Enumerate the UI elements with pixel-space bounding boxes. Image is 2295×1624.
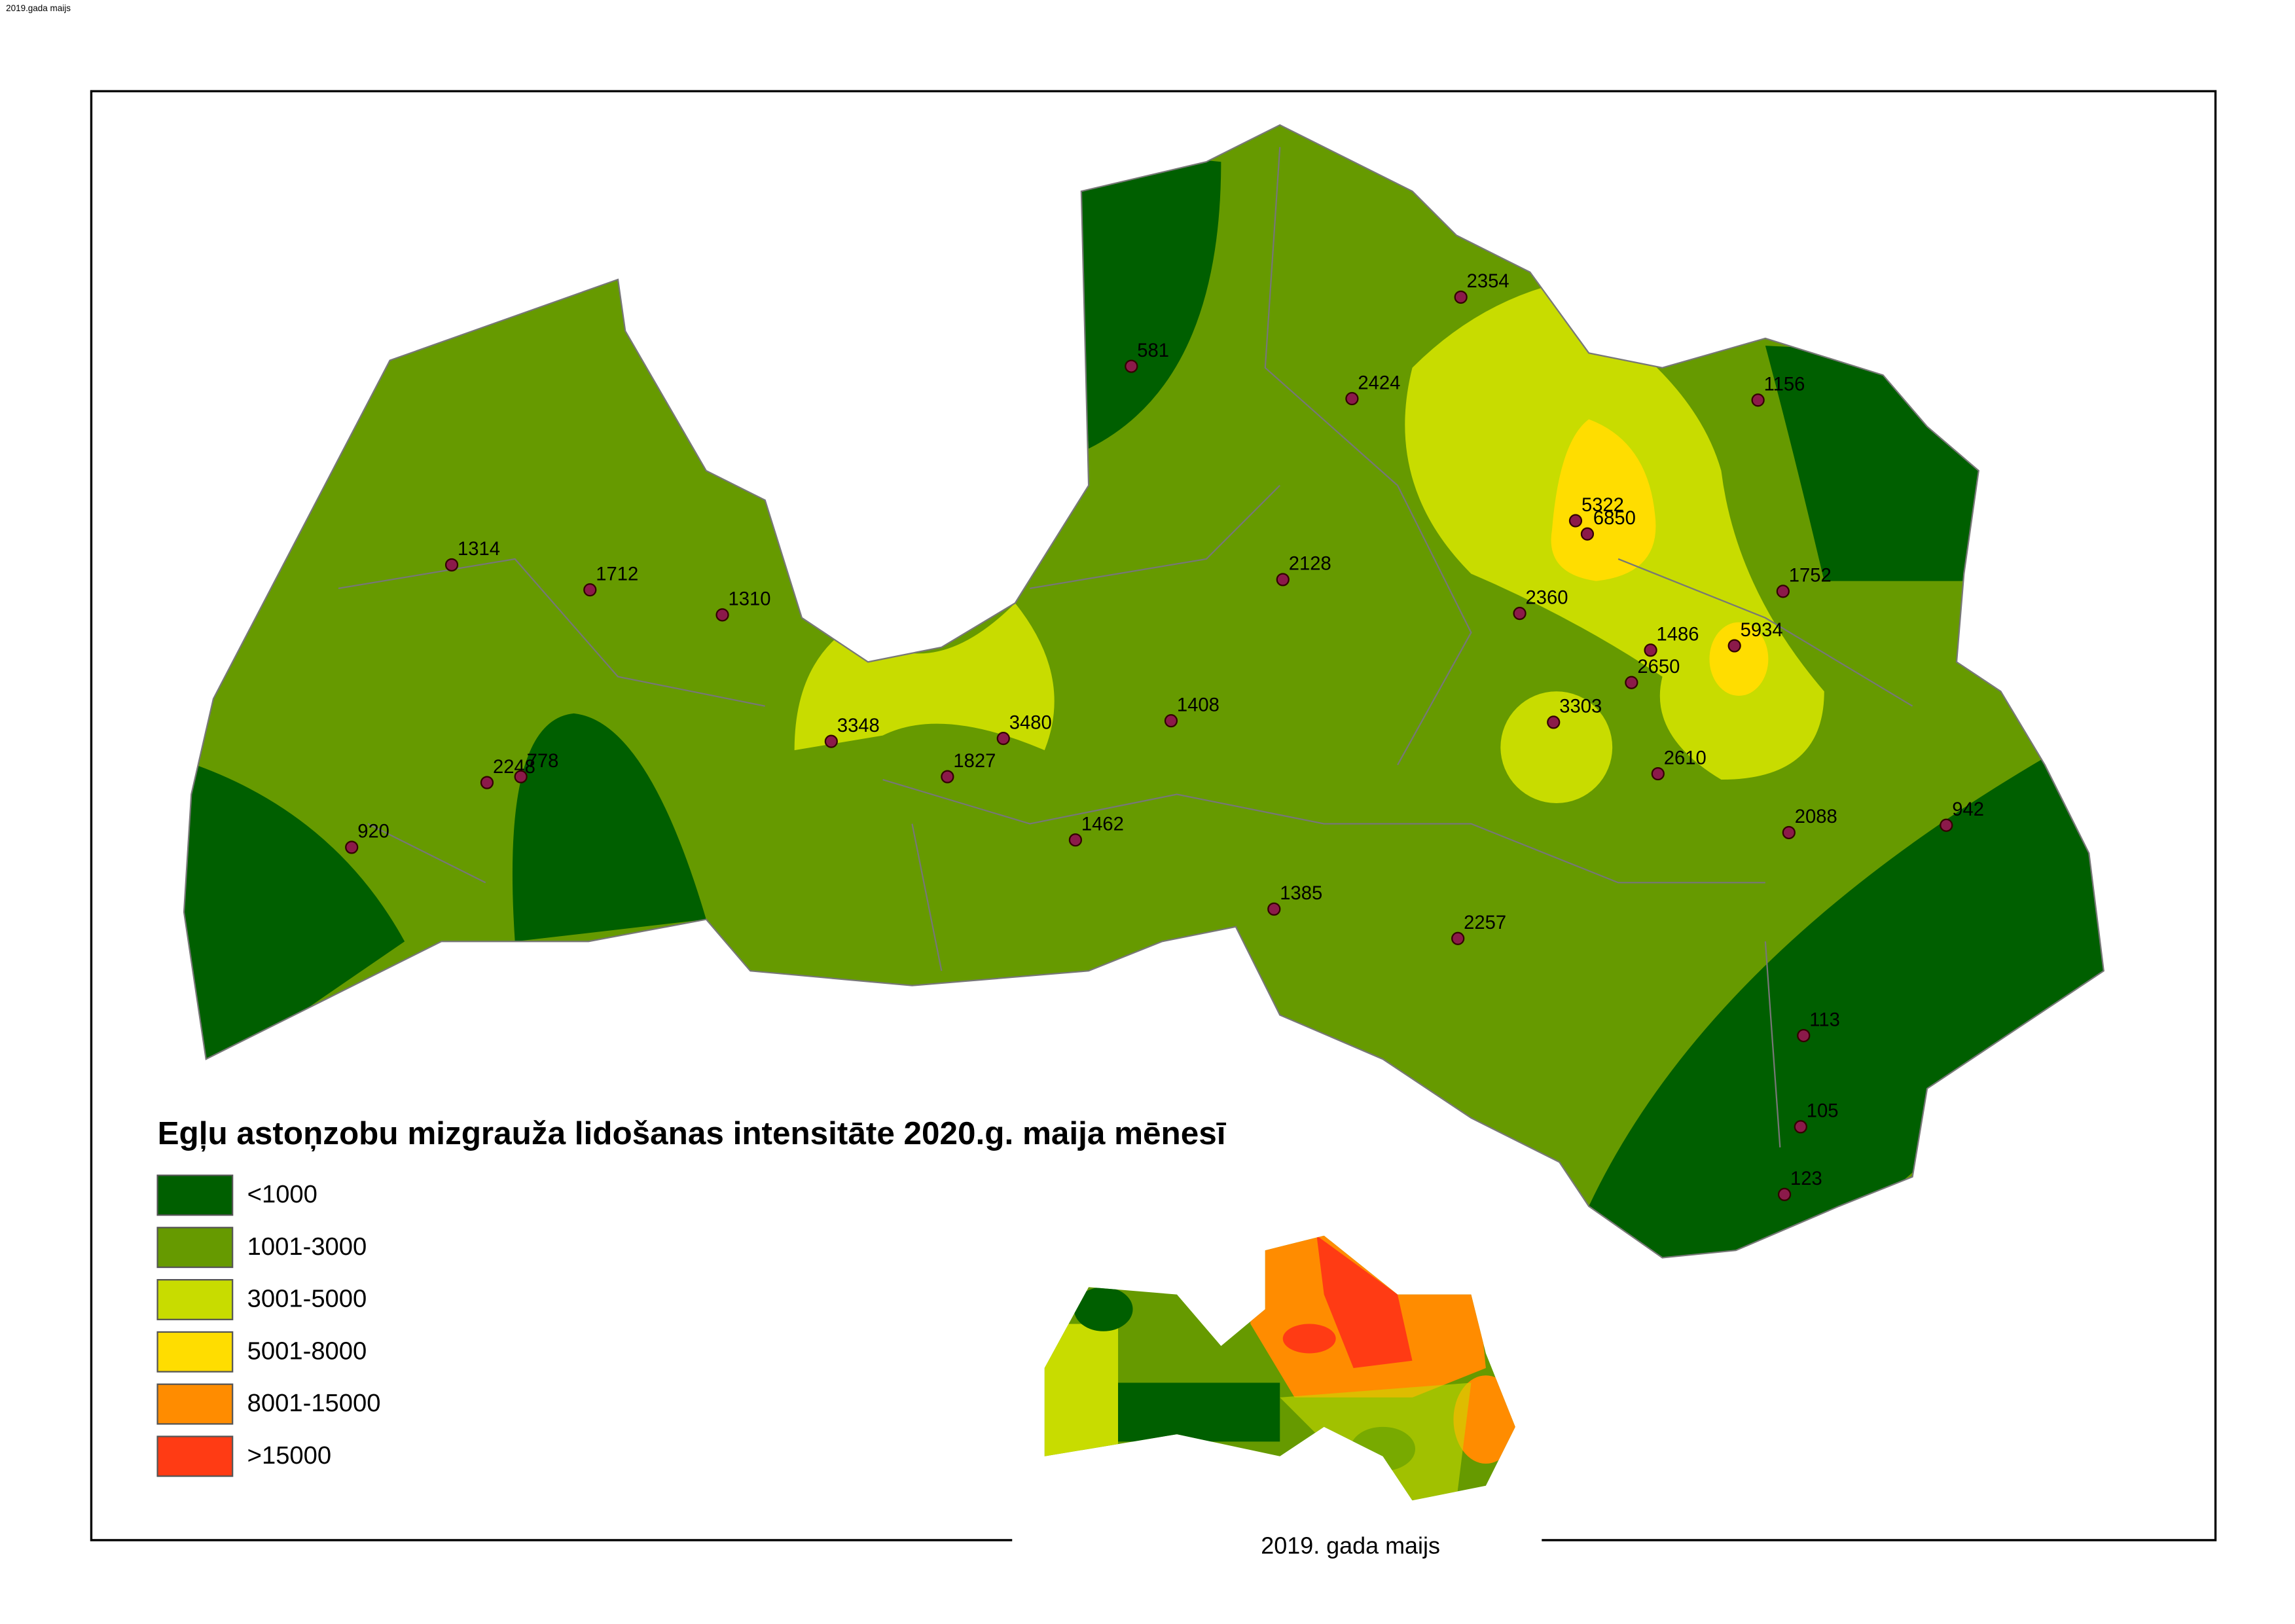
zone	[184, 750, 405, 1118]
point-label: 3480	[1009, 712, 1052, 733]
point-label: 942	[1952, 799, 1984, 820]
point-label: 1752	[1789, 566, 1832, 586]
sample-point	[583, 583, 597, 597]
sample-point	[1267, 902, 1281, 916]
point-label: 123	[1790, 1168, 1822, 1189]
sample-point	[480, 776, 494, 789]
point-label: 1156	[1764, 374, 1805, 395]
sample-point	[1451, 931, 1465, 945]
legend-label: <1000	[247, 1180, 317, 1208]
point-label: 1712	[596, 564, 638, 585]
point-label: 1314	[458, 539, 500, 560]
sample-point	[1940, 818, 1953, 832]
sample-point	[1125, 359, 1138, 373]
zone	[1551, 419, 1656, 581]
legend-label: 3001-5000	[247, 1285, 367, 1313]
sample-point	[1068, 833, 1082, 847]
point-label: 3348	[837, 715, 880, 736]
zone	[512, 713, 706, 942]
sample-point	[1794, 1120, 1807, 1134]
sample-point	[1782, 825, 1796, 840]
sample-point	[996, 732, 1010, 746]
point-label: 6850	[1593, 508, 1636, 529]
sample-point	[1276, 573, 1290, 586]
point-label: 2128	[1289, 554, 1331, 575]
point-label: 2360	[1526, 587, 1568, 608]
legend-swatch	[156, 1227, 234, 1269]
point-label: 113	[1809, 1009, 1840, 1030]
point-label: 2248	[493, 757, 535, 778]
sample-point	[941, 770, 954, 784]
point-label: 581	[1137, 340, 1169, 361]
legend-label: 5001-8000	[247, 1337, 367, 1365]
sample-point	[1568, 514, 1583, 528]
point-label: 2650	[1637, 657, 1680, 677]
sample-point	[1164, 714, 1178, 728]
point-label: 2354	[1467, 271, 1509, 292]
point-label: 5934	[1741, 620, 1783, 641]
point-label: 1385	[1280, 883, 1322, 904]
legend-swatch	[156, 1435, 234, 1477]
sample-point	[715, 608, 729, 622]
sample-point	[444, 558, 459, 572]
point-label: 5322	[1581, 495, 1624, 516]
zone	[1500, 691, 1613, 804]
sample-point	[1644, 643, 1657, 657]
sample-point	[1345, 391, 1359, 406]
legend-swatch	[156, 1331, 234, 1373]
sample-point	[1727, 639, 1741, 653]
legend-swatch	[156, 1383, 234, 1425]
point-label: 2424	[1358, 372, 1400, 393]
sample-point	[1776, 585, 1790, 598]
inset-map	[1044, 1235, 1515, 1501]
sample-point	[1513, 607, 1527, 621]
point-label: 1310	[729, 589, 771, 610]
point-label: 2088	[1795, 806, 1837, 827]
legend: <1000 1001-3000 3001-5000 5001-8000 8001-150…	[156, 1174, 381, 1477]
sample-point	[1625, 676, 1638, 689]
point-label: 1486	[1657, 624, 1699, 645]
corner-label: 2019.gada maijs	[6, 3, 71, 13]
legend-title: Egļu astoņzobu mizgrauža lidošanas inten…	[158, 1115, 1227, 1151]
sample-point	[1580, 527, 1595, 541]
sample-point	[1751, 393, 1765, 407]
zone	[1074, 147, 1221, 449]
sample-point	[824, 734, 838, 748]
sample-point	[345, 840, 359, 854]
point-label: 1827	[953, 751, 996, 772]
sample-point	[514, 770, 528, 784]
point-label: 1462	[1081, 814, 1124, 835]
point-label: 2257	[1464, 912, 1506, 933]
sample-point	[1454, 290, 1468, 304]
sample-point	[1777, 1187, 1792, 1201]
border	[338, 147, 1913, 1147]
legend-label: >15000	[247, 1441, 332, 1470]
point-label: 920	[357, 821, 389, 842]
point-label: 105	[1807, 1101, 1839, 1122]
zone	[1709, 622, 1769, 696]
point-label: 778	[527, 751, 559, 772]
zone	[1589, 757, 2104, 1258]
legend-swatch	[156, 1279, 234, 1320]
sample-point	[1547, 715, 1561, 729]
legend-label: 8001-15000	[247, 1389, 381, 1417]
point-label: 3303	[1559, 696, 1602, 717]
point-label: 1408	[1177, 695, 1220, 715]
sample-point	[1651, 767, 1665, 781]
inset-caption: 2019. gada maijs	[1261, 1532, 1440, 1559]
point-label: 2610	[1664, 748, 1707, 768]
legend-swatch	[156, 1174, 234, 1216]
sample-point	[1797, 1028, 1811, 1043]
legend-label: 1001-3000	[247, 1233, 367, 1261]
